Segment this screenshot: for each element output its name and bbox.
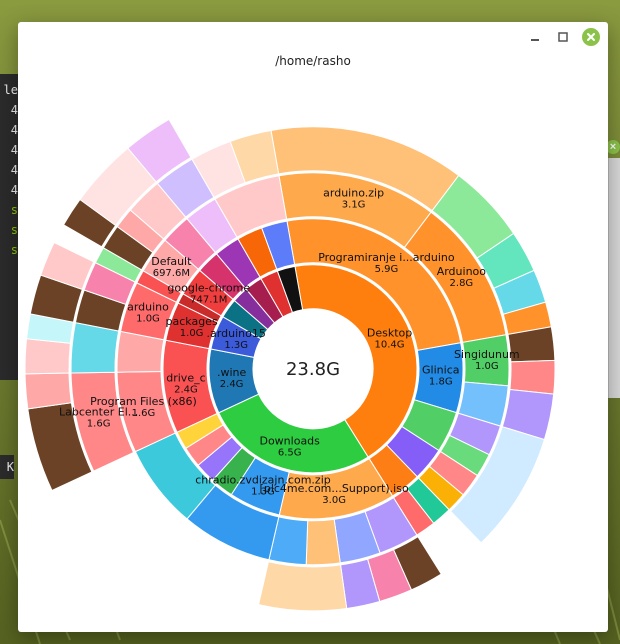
sunburst-segment[interactable]	[25, 373, 71, 409]
segment-label: .wine2.4G	[217, 366, 247, 390]
center-total-label: 23.8G	[286, 359, 340, 380]
current-path: /home/rasho	[18, 52, 608, 72]
bg-strip-line: s	[0, 200, 18, 220]
minimize-button[interactable]	[526, 28, 544, 46]
maximize-button[interactable]	[554, 28, 572, 46]
sunburst-segment[interactable]	[259, 562, 347, 611]
background-terminal-strip: le 4 4 4 4 4 s s s	[0, 74, 18, 380]
sunburst-segment[interactable]	[71, 323, 119, 373]
sunburst-chart[interactable]: Desktop10.4GDownloads6.5G.wine2.4G.ardui…	[18, 72, 608, 632]
minimize-icon	[530, 32, 540, 42]
maximize-icon	[558, 32, 568, 42]
background-terminal-strip-2: K	[0, 455, 14, 479]
close-icon	[586, 32, 596, 42]
bg-strip-line: s	[0, 220, 18, 240]
bg-strip-line: s	[0, 240, 18, 260]
segment-label: Default697.6M	[151, 255, 192, 279]
sunburst-segment[interactable]	[510, 360, 555, 394]
bg-strip-line: 4	[0, 180, 18, 200]
close-button[interactable]	[582, 28, 600, 46]
bg-strip-line: 4	[0, 160, 18, 180]
bg-strip-line: 4	[0, 120, 18, 140]
segment-label: Singidunum1.0G	[454, 348, 520, 372]
bg-strip-line: 4	[0, 100, 18, 120]
background-scrollbar: ×	[608, 158, 620, 398]
window-titlebar[interactable]	[18, 22, 608, 52]
disk-usage-window: /home/rasho Desktop10.4GDownloads6.5G.wi…	[18, 22, 608, 632]
sunburst-segment[interactable]	[25, 339, 70, 374]
background-window-close-icon: ×	[606, 140, 620, 154]
sunburst-segment[interactable]	[306, 519, 340, 564]
bg-strip-line: 4	[0, 140, 18, 160]
bg-strip-line: le	[0, 80, 18, 100]
